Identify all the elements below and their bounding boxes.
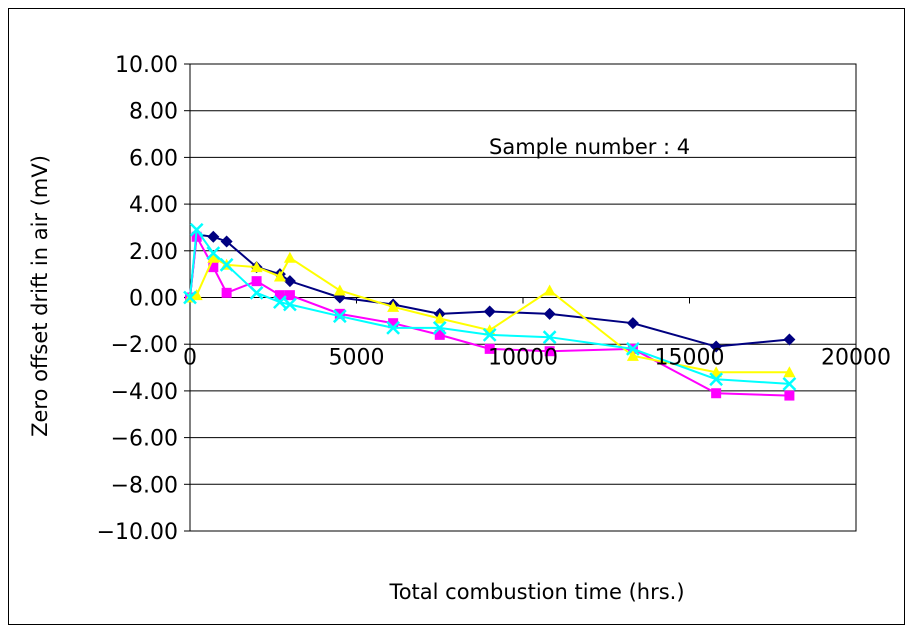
series-4	[183, 222, 797, 391]
y-axis-title: Zero offset drift in air (mV)	[28, 155, 52, 437]
x-axis-title: Total combustion time (hrs.)	[388, 580, 684, 604]
y-tick-label: 6.00	[129, 146, 178, 171]
x-tick-label: 0	[183, 346, 197, 371]
data-point	[543, 284, 556, 296]
data-point	[483, 305, 496, 318]
data-point	[626, 341, 640, 356]
data-point	[190, 289, 203, 301]
data-point	[283, 297, 297, 312]
data-point	[250, 261, 263, 273]
data-point	[221, 287, 232, 298]
data-point	[207, 230, 220, 243]
data-point	[434, 329, 445, 340]
data-point	[542, 330, 557, 345]
data-point	[206, 246, 221, 261]
y-tick-label: −8.00	[111, 473, 178, 498]
y-tick-label: 10.00	[115, 53, 178, 78]
data-point	[273, 295, 287, 310]
data-point	[783, 366, 796, 378]
x-tick-label: 15000	[655, 346, 725, 371]
data-point	[283, 275, 296, 288]
y-tick-label: −2.00	[111, 333, 178, 358]
data-point	[183, 290, 197, 305]
data-point	[709, 372, 724, 387]
x-tick-labels: 0 5000 10000 15000 20000	[183, 346, 891, 371]
data-point	[334, 308, 345, 319]
data-point	[208, 262, 219, 273]
data-point	[386, 320, 401, 335]
data-point	[544, 346, 555, 357]
data-point	[207, 251, 220, 263]
data-point	[251, 276, 262, 287]
sample-number-annotation: Sample number : 4	[489, 135, 690, 159]
data-point	[710, 340, 723, 353]
data-point	[543, 307, 556, 320]
y-tick-label: 0.00	[129, 287, 178, 312]
chart-frame: 10.00 8.00 6.00 4.00 2.00 0.00 −2.00 −4.00 −6.00…	[8, 8, 905, 625]
series-layer	[183, 222, 797, 401]
data-point	[711, 388, 722, 399]
data-point	[283, 251, 296, 263]
data-point	[432, 320, 447, 335]
data-point	[219, 257, 234, 272]
y-tick-label: −4.00	[111, 380, 178, 405]
data-point	[626, 317, 639, 330]
y-tick-label: 8.00	[129, 100, 178, 125]
data-point	[482, 327, 497, 342]
data-point	[626, 349, 639, 361]
data-point	[782, 377, 797, 391]
y-tick-label: −10.00	[97, 520, 178, 545]
data-point	[189, 222, 204, 237]
y-tick-label: −6.00	[111, 427, 178, 452]
y-tick-label: 4.00	[129, 193, 178, 218]
data-point	[274, 290, 285, 301]
line-chart: 10.00 8.00 6.00 4.00 2.00 0.00 −2.00 −4.00 −6.00…	[28, 53, 891, 604]
x-tick-label: 20000	[821, 346, 891, 371]
data-point	[249, 285, 264, 300]
data-point	[388, 318, 399, 329]
x-tick-label: 10000	[488, 346, 558, 371]
y-tick-labels: 10.00 8.00 6.00 4.00 2.00 0.00 −2.00 −4.00 −6.00…	[97, 53, 178, 545]
y-tick-label: 2.00	[129, 240, 178, 265]
data-point	[433, 312, 446, 324]
x-tick-label: 5000	[329, 346, 385, 371]
data-point	[220, 235, 233, 248]
data-point	[284, 290, 295, 301]
data-point	[333, 284, 346, 296]
data-point	[783, 333, 796, 346]
data-point	[387, 300, 400, 312]
data-point	[784, 390, 795, 401]
data-point	[273, 270, 286, 282]
data-point	[332, 309, 347, 324]
data-point	[484, 343, 495, 354]
